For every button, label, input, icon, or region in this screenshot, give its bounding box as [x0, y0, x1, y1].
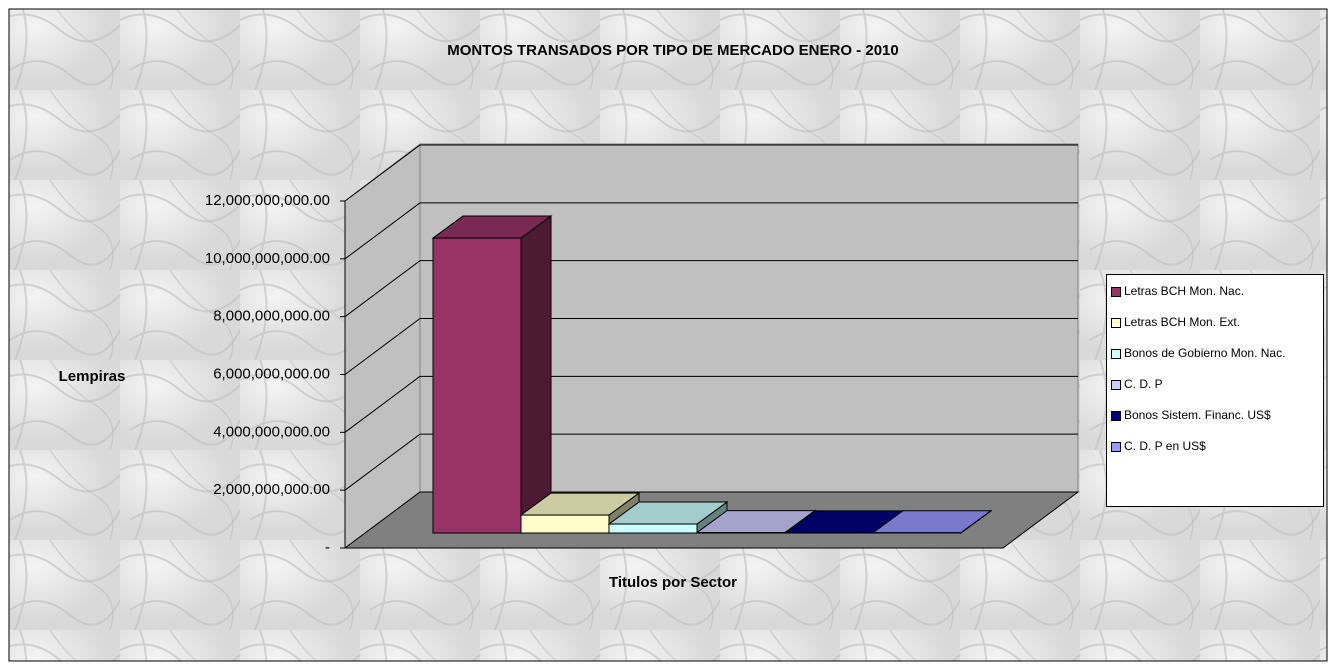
legend-entry: C. D. P en US$ [1111, 440, 1319, 464]
legend-label: Bonos de Gobierno Mon. Nac. [1124, 346, 1286, 360]
legend-swatch [1111, 442, 1121, 452]
grid-line [344, 318, 421, 375]
legend-entry: Letras BCH Mon. Ext. [1111, 316, 1319, 340]
legend-swatch [1111, 411, 1121, 421]
bar [431, 215, 553, 534]
legend-entry: Bonos de Gobierno Mon. Nac. [1111, 347, 1319, 371]
bar-side [520, 215, 552, 534]
y-tick-label: 8,000,000,000.00 [213, 308, 330, 325]
legend-swatch [1111, 349, 1121, 359]
grid-line [344, 260, 421, 318]
y-tick-label: 12,000,000,000.00 [205, 192, 330, 209]
bar-front [432, 237, 522, 534]
y-tick-label: 2,000,000,000.00 [213, 481, 330, 498]
legend-label: Bonos Sistem. Financ. US$ [1124, 408, 1271, 422]
grid-line [344, 202, 421, 260]
legend-label: C. D. P [1124, 377, 1163, 391]
bar [871, 509, 993, 534]
legend-label: C. D. P en US$ [1124, 439, 1206, 453]
y-tick-label: - [325, 539, 330, 556]
legend-swatch [1111, 287, 1121, 297]
legend-swatch [1111, 380, 1121, 390]
legend-swatch [1111, 318, 1121, 328]
y-tick-label: 4,000,000,000.00 [213, 423, 330, 440]
grid-line [344, 433, 421, 491]
legend-entry: Letras BCH Mon. Nac. [1111, 285, 1319, 309]
legend-label: Letras BCH Mon. Nac. [1124, 284, 1245, 298]
legend-entry: C. D. P [1111, 378, 1319, 402]
grid-line [344, 144, 421, 202]
legend-entry: Bonos Sistem. Financ. US$ [1111, 409, 1319, 433]
legend-label: Letras BCH Mon. Ext. [1124, 315, 1241, 329]
x-axis-title: Titulos por Sector [609, 574, 737, 591]
y-axis-title: Lempiras [59, 368, 126, 385]
grid-line [344, 375, 421, 433]
y-tick-label: 10,000,000,000.00 [205, 250, 330, 267]
y-tick-label: 6,000,000,000.00 [213, 365, 330, 382]
bar [607, 501, 729, 534]
bar-front [608, 523, 698, 534]
bar-front [520, 514, 610, 534]
legend: Letras BCH Mon. Nac. Letras BCH Mon. Ext.… [1106, 274, 1324, 507]
chart-title: MONTOS TRANSADOS POR TIPO DE MERCADO ENE… [447, 42, 898, 59]
